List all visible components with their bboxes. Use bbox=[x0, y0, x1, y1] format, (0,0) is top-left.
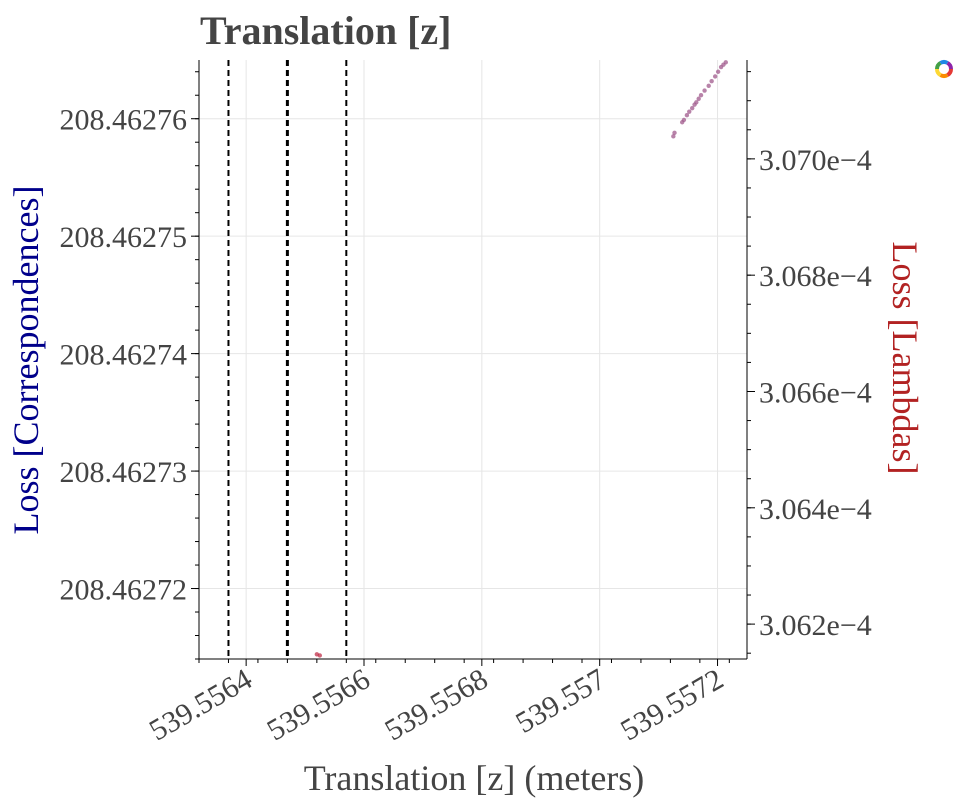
data-point bbox=[696, 96, 701, 101]
y-right-tick-label: 3.064e−4 bbox=[759, 493, 872, 526]
logo-segment bbox=[939, 60, 949, 65]
y-left-tick-label: 208.46273 bbox=[60, 456, 188, 489]
logo-segment bbox=[946, 68, 953, 77]
plotly-style-logo-icon[interactable] bbox=[935, 60, 953, 78]
data-point bbox=[687, 109, 692, 114]
y-axis-label-right: Loss [Lambdas] bbox=[885, 242, 925, 475]
data-point bbox=[709, 78, 714, 84]
data-point bbox=[702, 88, 707, 93]
data-point bbox=[723, 60, 728, 65]
data-point bbox=[672, 130, 677, 136]
data-point bbox=[684, 113, 690, 118]
y-axis-label-left: Loss [Correspondences] bbox=[6, 186, 46, 535]
y-right-tick-label: 3.068e−4 bbox=[759, 260, 872, 293]
y-left-tick-label: 208.46272 bbox=[60, 574, 188, 607]
x-tick-label: 539.5572 bbox=[615, 662, 729, 747]
data-point bbox=[671, 134, 676, 139]
data-point bbox=[317, 653, 322, 658]
data-point bbox=[694, 100, 699, 105]
x-tick-label: 539.5564 bbox=[144, 662, 258, 747]
y-right-tick-label: 3.070e−4 bbox=[759, 144, 872, 177]
data-point bbox=[715, 69, 721, 74]
scatter-points bbox=[314, 60, 728, 658]
y-right-tick-label: 3.066e−4 bbox=[759, 376, 872, 409]
x-tick-label: 539.5568 bbox=[379, 662, 493, 747]
y-left-tick-label: 208.46275 bbox=[60, 221, 188, 254]
x-axis-label: Translation [z] (meters) bbox=[304, 758, 645, 798]
logo-segment bbox=[939, 73, 949, 78]
chart-title: Translation [z] bbox=[200, 8, 451, 53]
data-point bbox=[690, 105, 695, 111]
x-tick-label: 539.557 bbox=[510, 662, 611, 739]
y-left-tick-label: 208.46276 bbox=[60, 104, 188, 137]
data-point bbox=[698, 93, 704, 98]
y-left-tick-label: 208.46274 bbox=[60, 339, 188, 372]
grid bbox=[199, 60, 747, 659]
x-tick-label: 539.5566 bbox=[262, 662, 376, 747]
axes bbox=[198, 60, 748, 660]
logo-segment bbox=[935, 61, 942, 70]
y-right-tick-label: 3.062e−4 bbox=[759, 609, 872, 642]
data-point bbox=[706, 83, 711, 89]
ticks: 539.5564 539.5566 539.5568 539.557 539.5572 2… bbox=[60, 71, 872, 747]
data-point bbox=[681, 117, 687, 123]
logo-segment bbox=[946, 61, 953, 70]
logo-segment bbox=[935, 68, 942, 77]
data-point bbox=[712, 74, 718, 79]
